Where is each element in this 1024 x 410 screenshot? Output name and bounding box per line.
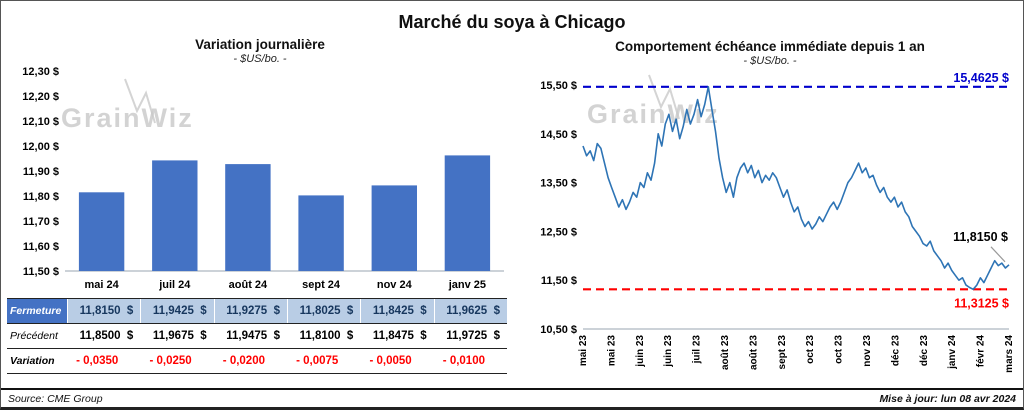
table-cell: - 0,0200 [222,355,265,367]
bar [152,160,198,271]
x-tick-label: août 23 [748,335,759,370]
x-tick-label: déc 23 [919,335,930,367]
y-tick-label: 11,70 $ [23,216,59,228]
y-tick-label: 13,50 $ [540,178,577,190]
x-tick-label: mai 23 [578,335,589,367]
table-row-precedent: Précédent 11,8500 $ 11,9675 $ 11,9475 $ 11,8… [7,324,507,349]
x-tick-label: juil 23 [692,335,703,365]
table-cell: - 0,0100 [442,355,485,367]
category-label: juil 24 [158,279,191,291]
table-row-fermeture: Fermeture 11,8150 $11,9425 $11,9275 $11,8… [7,299,507,324]
table-row-variation: Variation - 0,0350 - 0,0250 - 0,0200 - 0,007… [7,349,507,374]
category-label: mai 24 [84,279,119,291]
x-tick-label: janv 24 [947,335,958,370]
table-cell: 11,9675 $ [152,330,207,342]
bar [225,164,271,271]
row-label: Variation [10,355,55,367]
min-line-label: 11,3125 $ [954,296,1009,310]
table-cell: - 0,0050 [369,355,412,367]
y-tick-label: 15,50 $ [540,80,577,92]
y-tick-label: 14,50 $ [540,129,577,141]
x-tick-label: juin 23 [663,335,674,368]
x-tick-label: déc 23 [890,335,901,367]
y-tick-label: 12,50 $ [540,226,577,238]
bar [78,192,125,271]
table-cell: 11,9425 $ [140,299,214,323]
bar [371,185,417,271]
table-cell: 11,8500 $ [79,330,134,342]
line-chart-subtitle: - $US/bo. - [743,55,797,67]
table-cell: 11,9275 $ [213,299,287,323]
bar-chart-title: Variation journalière [195,37,325,52]
table-cell: - 0,0350 [76,355,119,367]
line-chart: 10,50 $ 11,50 $ 12,50 $ 13,50 $ 14,50 $ 15,50… [540,71,1015,373]
x-tick-label: févr 24 [976,335,987,368]
bar-chart-subtitle: - $US/bo. - [233,53,287,65]
table-cell: 11,8475 $ [372,330,427,342]
table-cell: 11,8150 $ [67,299,141,323]
bar [298,195,344,271]
bar [444,155,491,271]
y-tick-label: 10,50 $ [540,324,577,336]
source-note: Source: CME Group [8,392,103,405]
max-line-label: 15,4625 $ [953,71,1009,85]
y-tick-label: 12,30 $ [22,66,59,78]
y-tick-label: 11,60 $ [23,241,59,253]
row-label: Fermeture [7,299,67,323]
y-tick-label: 12,20 $ [22,91,59,103]
price-table: Fermeture 11,8150 $11,9425 $11,9275 $11,8… [7,298,507,374]
table-cell: - 0,0250 [149,355,192,367]
x-tick-label: sept 23 [777,335,788,370]
table-cell: 11,9625 $ [433,299,507,323]
watermark: GrainWiz [61,103,194,133]
y-tick-label: 12,00 $ [22,141,59,153]
y-tick-label: 11,80 $ [23,191,59,203]
table-cell: - 0,0075 [296,355,339,367]
row-label: Précédent [10,330,58,342]
one-year-panel: Comportement échéance immédiate depuis 1… [521,39,1019,379]
page-title: Marché du soya à Chicago [398,12,626,32]
watermark-bolt [124,78,156,124]
x-tick-label: mars 24 [1004,335,1015,373]
y-tick-label: 11,90 $ [23,166,59,178]
table-cell: 11,9725 $ [446,330,500,342]
x-tick-label: juin 23 [635,335,646,368]
category-label: janv 25 [448,279,486,291]
x-tick-label: oct 23 [805,335,816,364]
table-cell: 11,8100 $ [299,330,354,342]
x-tick-label: août 23 [720,335,731,370]
update-note: Mise à jour: lun 08 avr 2024 [879,392,1016,405]
bar-chart: 11,50 $ 11,60 $ 11,70 $ 11,80 $ 11,90 $ 12,00… [22,66,504,291]
x-tick-label: nov 23 [862,335,873,367]
line-chart-title: Comportement échéance immédiate depuis 1… [615,39,925,54]
watermark-bolt [648,74,680,120]
y-tick-label: 11,50 $ [23,266,59,278]
table-cell: 11,8025 $ [287,299,361,323]
category-label: nov 24 [377,279,413,291]
last-value-label: 11,8150 $ [953,230,1008,244]
y-tick-label: 12,10 $ [22,116,59,128]
y-tick-label: 11,50 $ [541,275,577,287]
annotation-leader [990,246,1006,263]
x-tick-label: mai 23 [606,335,617,367]
table-cell: 11,8425 $ [360,299,434,323]
price-series [582,85,1010,291]
category-label: sept 24 [302,279,341,291]
footer: Source: CME Group Mise à jour: lun 08 av… [1,388,1023,407]
table-cell: 11,9475 $ [226,330,280,342]
category-label: août 24 [229,279,268,291]
x-tick-label: oct 23 [834,335,845,364]
daily-variation-panel: Variation journalière - $US/bo. - 11,50 … [7,37,513,374]
